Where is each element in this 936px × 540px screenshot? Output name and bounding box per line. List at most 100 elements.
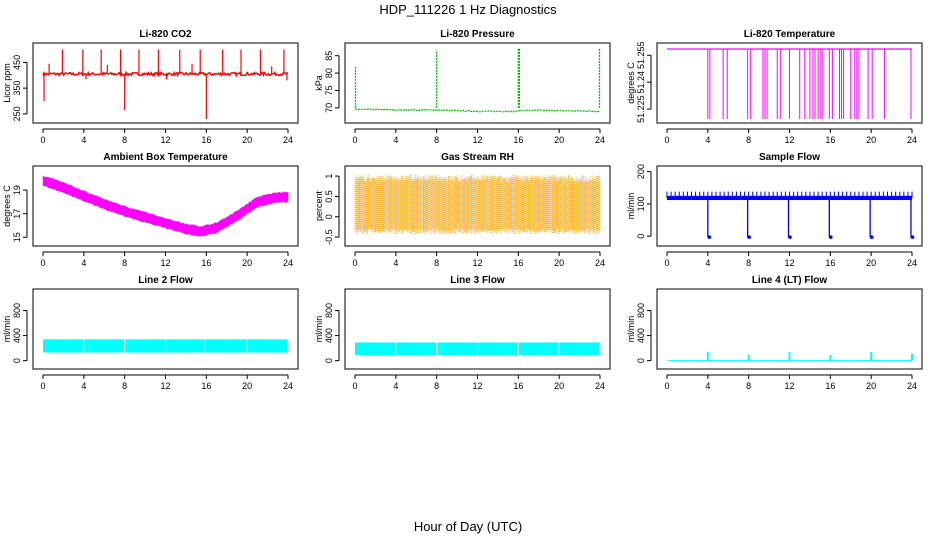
panel-title: Line 4 (LT) Flow <box>752 275 828 286</box>
x-tick-label: 4 <box>81 381 86 391</box>
y-tick-label: -0.5 <box>324 229 334 245</box>
y-axis-label: degrees C <box>2 185 12 227</box>
x-tick-label: 24 <box>595 135 605 145</box>
panel-title: Line 3 Flow <box>450 275 505 286</box>
y-tick-label: 80 <box>324 68 334 78</box>
plot-frame <box>344 42 611 124</box>
y-tick-label: 200 <box>636 164 646 179</box>
y-tick-label: 400 <box>324 328 334 343</box>
panel-licor_temp: Li-820 Temperature 0 4 8 12 16 20 24 51.22551.24… <box>626 29 923 145</box>
y-axis-label: degrees C <box>626 62 636 104</box>
series-point <box>707 235 712 239</box>
y-tick-label: 75 <box>324 85 334 95</box>
y-tick-label: 0 <box>636 358 646 363</box>
x-tick-label: 20 <box>242 381 252 391</box>
y-tick-label: 800 <box>12 303 22 318</box>
series-line <box>42 70 289 78</box>
y-tick-label: 19 <box>12 185 22 195</box>
y-tick-label: 70 <box>324 103 334 113</box>
x-tick-label: 8 <box>434 258 439 268</box>
y-tick-label: 0 <box>12 358 22 363</box>
x-tick-label: 24 <box>595 258 605 268</box>
y-axis-label: Licor ppm <box>2 63 12 103</box>
y-axis-label: ml/min <box>626 316 636 343</box>
x-tick-label: 0 <box>664 258 669 268</box>
x-tick-label: 8 <box>122 381 127 391</box>
y-tick-label: 350 <box>12 81 22 96</box>
plot-frame <box>32 42 299 124</box>
x-tick-label: 20 <box>554 258 564 268</box>
y-tick-label: 17 <box>12 209 22 219</box>
x-tick-label: 20 <box>866 135 876 145</box>
y-axis-label: ml/min <box>2 316 12 343</box>
series-point <box>747 235 751 239</box>
series-point <box>910 235 915 239</box>
x-tick-label: 0 <box>664 381 669 391</box>
y-tick-label: 85 <box>324 51 334 61</box>
x-tick-label: 16 <box>513 381 523 391</box>
plot-frame <box>32 165 299 247</box>
x-tick-label: 24 <box>595 381 605 391</box>
figure-title: HDP_111226 1 Hz Diagnostics <box>379 2 557 17</box>
x-tick-label: 24 <box>283 258 293 268</box>
y-tick-label: 15 <box>12 232 22 242</box>
x-tick-label: 16 <box>201 381 211 391</box>
y-tick-label: 250 <box>12 106 22 121</box>
y-axis-label: ml/min <box>314 316 324 343</box>
plot-frame <box>344 165 611 247</box>
x-tick-label: 8 <box>746 135 751 145</box>
x-tick-label: 0 <box>352 258 357 268</box>
x-tick-label: 4 <box>705 135 710 145</box>
x-tick-label: 8 <box>746 381 751 391</box>
x-tick-label: 8 <box>122 135 127 145</box>
panel-title: Sample Flow <box>759 152 820 163</box>
panel-title: Li-820 Temperature <box>744 29 836 40</box>
panel-pressure: Li-820 Pressure 0 4 8 12 16 20 24 70 75 80 85 kPa <box>314 29 611 145</box>
x-tick-label: 8 <box>434 381 439 391</box>
y-tick-label: 0 <box>324 214 334 219</box>
panel-title: Line 2 Flow <box>138 275 193 286</box>
series-band <box>42 175 289 237</box>
panel-title: Li-820 CO2 <box>139 29 192 40</box>
x-tick-label: 12 <box>784 135 794 145</box>
panel-rh: Gas Stream RH 0 4 8 12 16 20 24 -0.5 0 0.5 1 percent <box>314 152 611 268</box>
panel-title: Li-820 Pressure <box>440 29 515 40</box>
series-line <box>354 108 601 113</box>
x-tick-label: 20 <box>554 135 564 145</box>
x-tick-label: 0 <box>40 258 45 268</box>
y-tick-label: 400 <box>636 328 646 343</box>
x-tick-label: 8 <box>746 258 751 268</box>
series-point <box>829 235 833 239</box>
x-tick-label: 4 <box>393 381 398 391</box>
plot-frame <box>656 288 923 370</box>
figure-xlabel: Hour of Day (UTC) <box>414 519 522 534</box>
x-tick-label: 12 <box>472 381 482 391</box>
x-tick-label: 12 <box>160 381 170 391</box>
panel-title: Ambient Box Temperature <box>103 152 228 163</box>
plot-frame <box>656 165 923 247</box>
x-tick-label: 0 <box>352 135 357 145</box>
x-tick-label: 4 <box>393 258 398 268</box>
x-tick-label: 12 <box>160 135 170 145</box>
x-tick-label: 24 <box>283 135 293 145</box>
y-tick-label: 0 <box>324 358 334 363</box>
x-tick-label: 4 <box>705 258 710 268</box>
x-tick-label: 12 <box>784 381 794 391</box>
x-tick-label: 8 <box>434 135 439 145</box>
x-tick-label: 0 <box>352 381 357 391</box>
y-tick-label: 1 <box>324 174 334 179</box>
y-tick-label: 800 <box>636 303 646 318</box>
x-tick-label: 24 <box>907 381 917 391</box>
x-tick-label: 0 <box>664 135 669 145</box>
plot-frame <box>344 288 611 370</box>
panel-sample_flow: Sample Flow 0 4 8 12 16 20 24 0 100 200 ml/min <box>626 152 923 268</box>
x-tick-label: 16 <box>825 381 835 391</box>
panel-ambient: Ambient Box Temperature 0 4 8 12 16 20 24 15 17 19… <box>2 152 299 268</box>
y-tick-label: 0 <box>636 234 646 239</box>
plot-frame <box>656 42 923 124</box>
x-tick-label: 20 <box>242 135 252 145</box>
